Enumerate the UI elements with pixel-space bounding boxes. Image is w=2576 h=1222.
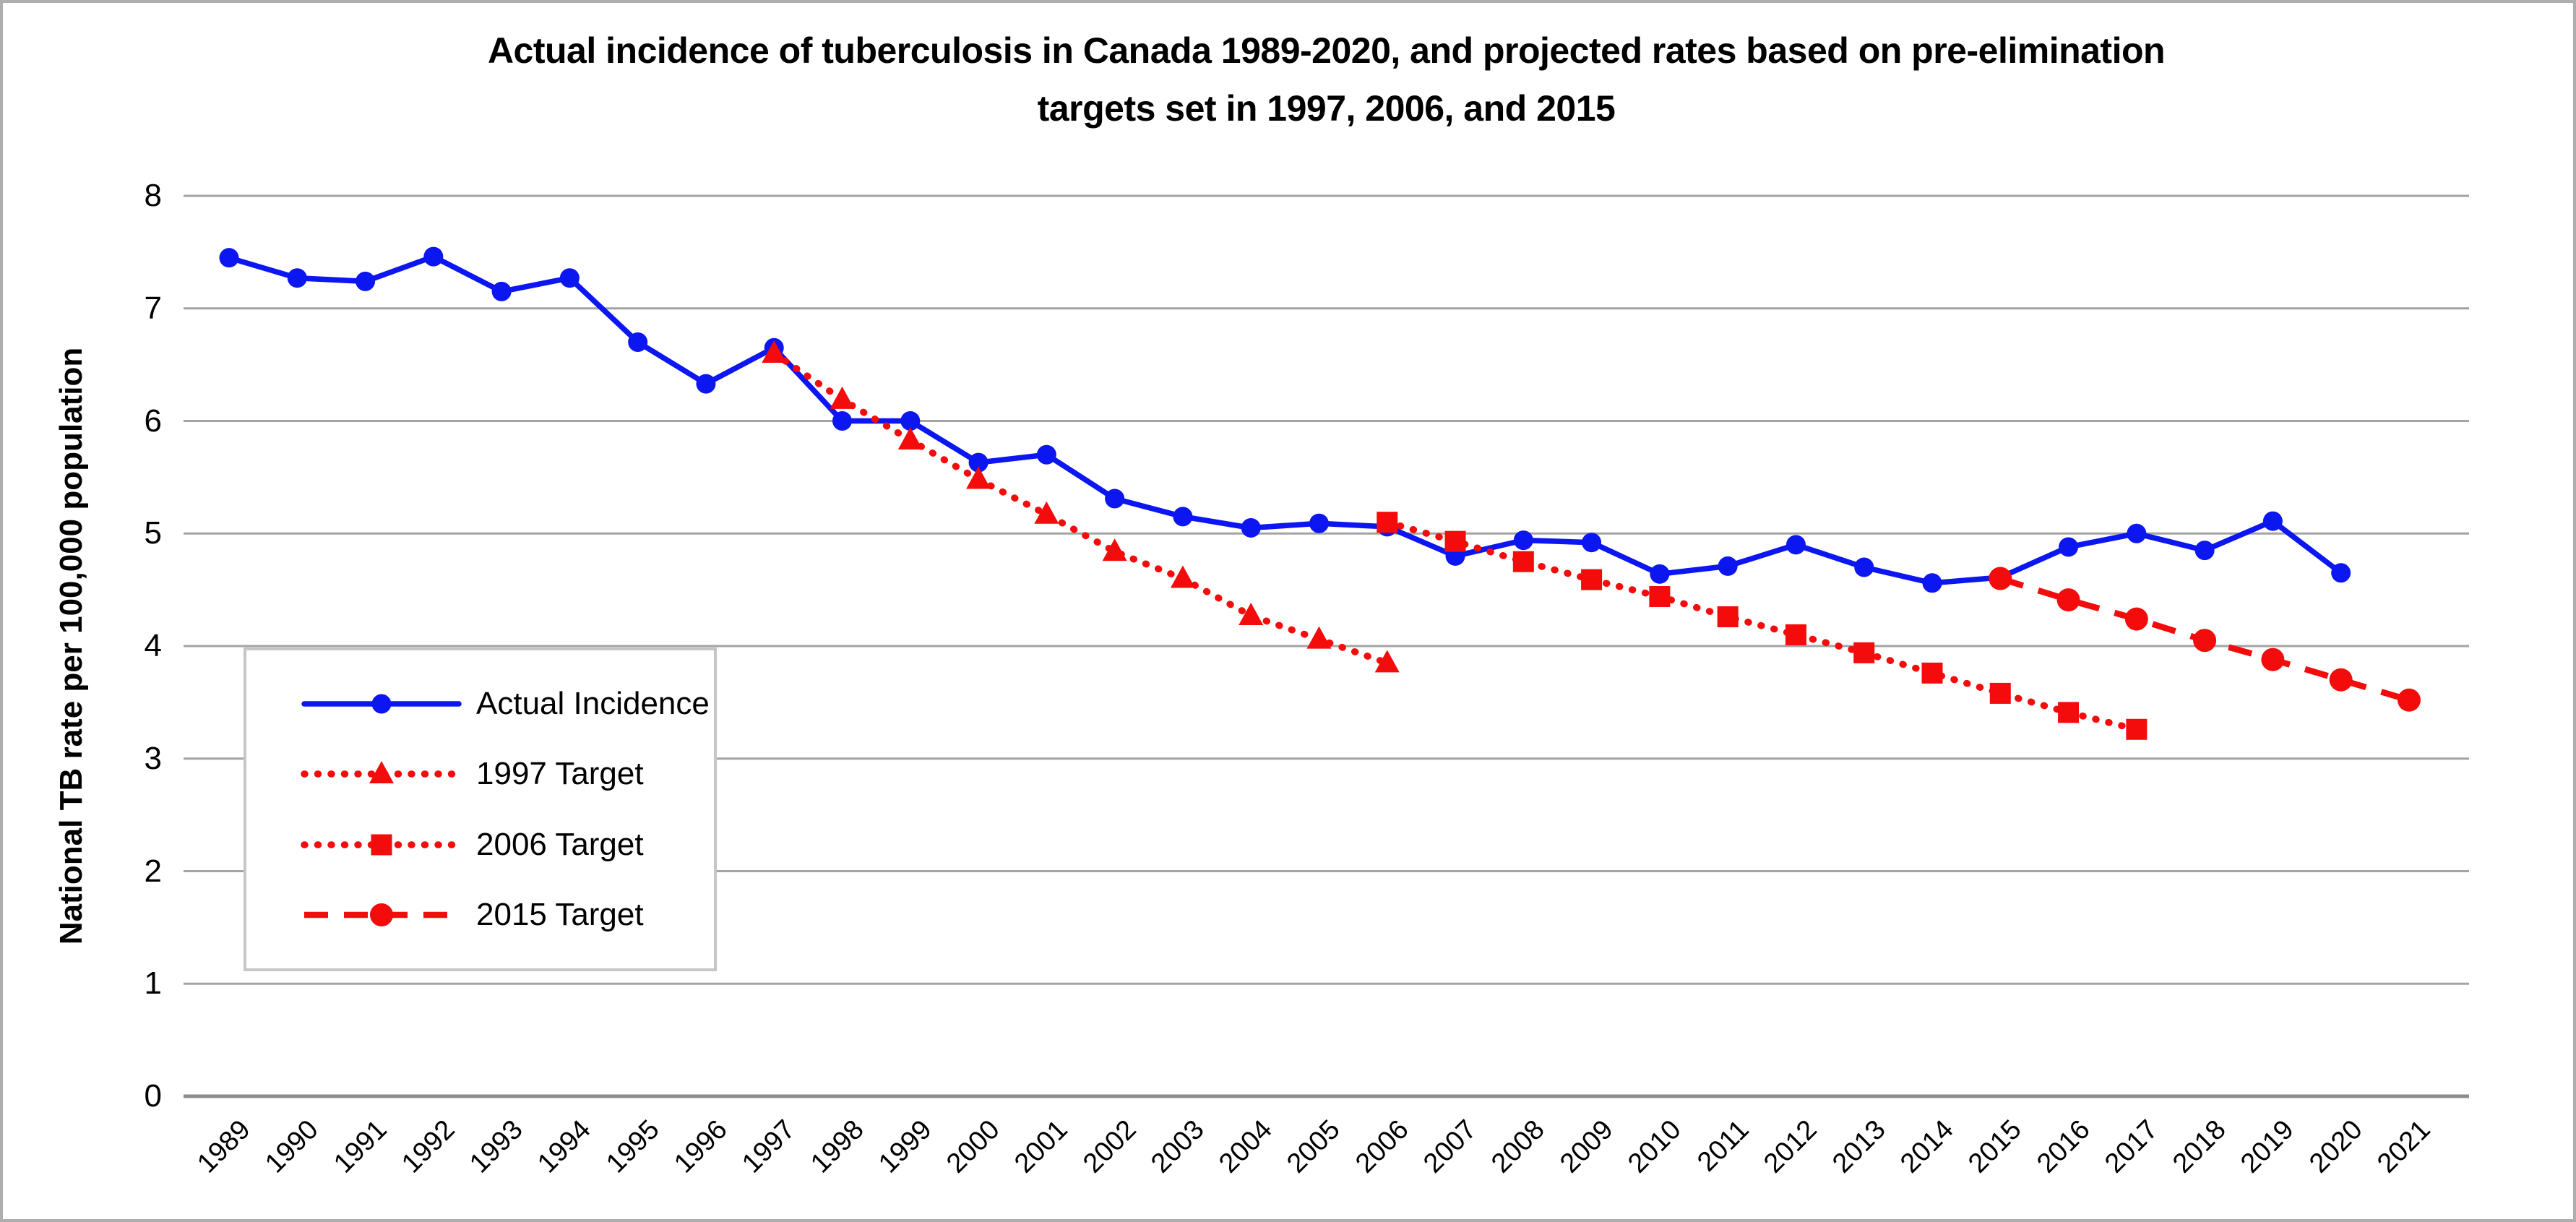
data-point-1997-target-1998 [830, 386, 855, 409]
data-point-1997-target-2004 [1239, 602, 1264, 625]
legend-item-actual-incidence: Actual Incidence [246, 682, 714, 726]
series-line-1997-target [770, 350, 1391, 667]
plot-area [184, 194, 2469, 1098]
data-point-actual-incidence-2000 [968, 452, 988, 473]
y-tick-label-7: 7 [144, 290, 162, 326]
series-line-2006-target [1384, 518, 2140, 733]
data-point-actual-incidence-1989 [219, 248, 239, 268]
data-point-1997-target-2001 [1034, 501, 1059, 524]
legend-glyph-actual-incidence [371, 694, 392, 714]
chart-title-line1: Actual incidence of tuberculosis in Cana… [487, 30, 2166, 71]
data-point-2006-target-2017 [2126, 718, 2148, 740]
data-point-actual-incidence-2009 [1582, 533, 1602, 553]
data-point-2006-target-2012 [1785, 624, 1806, 645]
chart-title-line2: targets set in 1997, 2006, and 2015 [1037, 88, 1616, 129]
data-point-actual-incidence-2018 [2194, 541, 2215, 561]
legend-label-actual-incidence: Actual Incidence [476, 685, 710, 721]
legend-item-2015-target: 2015 Target [246, 893, 714, 937]
y-tick-label-8: 8 [144, 178, 162, 213]
data-point-2006-target-2008 [1512, 551, 1534, 572]
legend-marker-2006-target [301, 834, 462, 856]
data-point-actual-incidence-2019 [2262, 511, 2283, 531]
legend-item-1997-target: 1997 Target [246, 752, 714, 796]
data-point-2006-target-2010 [1649, 585, 1671, 607]
data-point-actual-incidence-1996 [696, 374, 716, 394]
legend-marker-actual-incidence [301, 694, 462, 714]
data-point-1997-target-1997 [762, 340, 787, 363]
data-point-actual-incidence-1990 [287, 268, 307, 288]
data-point-actual-incidence-2020 [2331, 563, 2351, 583]
y-tick-label-6: 6 [144, 403, 162, 439]
data-point-actual-incidence-2012 [1785, 535, 1806, 555]
data-point-actual-incidence-2011 [1718, 556, 1738, 576]
data-point-2006-target-2009 [1581, 569, 1603, 590]
data-point-1997-target-2000 [966, 466, 991, 489]
data-point-actual-incidence-2013 [1854, 557, 1874, 577]
data-point-actual-incidence-2001 [1036, 444, 1056, 465]
y-tick-label-5: 5 [144, 515, 162, 551]
legend-label-2015-target: 2015 Target [476, 897, 644, 933]
y-tick-label-4: 4 [144, 628, 162, 663]
data-point-actual-incidence-2010 [1650, 564, 1670, 584]
data-point-2006-target-2011 [1717, 606, 1739, 628]
y-tick-label-0: 0 [144, 1078, 162, 1114]
data-point-2006-target-2006 [1377, 512, 1398, 533]
data-point-2006-target-2016 [2058, 702, 2080, 723]
data-point-1997-target-2002 [1102, 538, 1127, 561]
data-point-2006-target-2013 [1853, 642, 1875, 663]
legend-glyph-1997-target [369, 761, 394, 784]
data-point-actual-incidence-1999 [900, 411, 921, 431]
data-point-actual-incidence-1994 [559, 268, 580, 288]
data-point-actual-incidence-2014 [1922, 573, 1942, 593]
legend: Actual Incidence 1997 Target 2006 Target… [244, 647, 717, 971]
data-point-actual-incidence-1992 [423, 246, 444, 267]
y-tick-label-1: 1 [144, 965, 162, 1002]
legend-label-1997-target: 1997 Target [476, 756, 644, 792]
data-point-actual-incidence-1993 [491, 281, 512, 301]
legend-item-2006-target: 2006 Target [246, 823, 714, 866]
data-point-actual-incidence-2008 [1513, 530, 1533, 551]
data-point-2015-target-2019 [2261, 647, 2285, 671]
data-point-actual-incidence-2016 [2059, 537, 2079, 557]
y-tick-label-2: 2 [144, 853, 162, 889]
data-point-2015-target-2016 [2056, 588, 2080, 612]
legend-label-2006-target: 2006 Target [476, 826, 644, 862]
data-point-actual-incidence-2005 [1309, 513, 1329, 533]
legend-marker-2015-target [304, 903, 459, 927]
data-point-2006-target-2014 [1921, 662, 1943, 684]
data-point-2006-target-2007 [1444, 530, 1466, 552]
chart-title: Actual incidence of tuberculosis in Cana… [184, 22, 2469, 137]
data-point-actual-incidence-1991 [356, 271, 376, 291]
data-point-2015-target-2021 [2397, 688, 2421, 712]
data-point-actual-incidence-1998 [832, 411, 853, 431]
legend-glyph-2006-target [371, 834, 392, 856]
legend-marker-1997-target [301, 761, 462, 784]
legend-glyph-2015-target [370, 903, 393, 927]
data-point-actual-incidence-2002 [1105, 489, 1125, 509]
data-point-2015-target-2017 [2124, 607, 2148, 631]
data-point-actual-incidence-1995 [628, 332, 648, 352]
data-point-actual-incidence-2003 [1173, 507, 1193, 527]
data-point-2015-target-2020 [2329, 668, 2353, 692]
data-point-1997-target-1999 [897, 426, 923, 449]
data-point-1997-target-2006 [1374, 650, 1400, 673]
y-tick-label-3: 3 [144, 740, 162, 776]
data-point-1997-target-2003 [1170, 565, 1195, 588]
data-point-actual-incidence-2017 [2127, 523, 2147, 543]
data-point-2015-target-2018 [2193, 629, 2217, 653]
data-point-1997-target-2005 [1306, 626, 1332, 649]
data-point-2006-target-2015 [1989, 682, 2011, 704]
data-point-2015-target-2015 [1989, 567, 2012, 590]
data-point-actual-incidence-2004 [1241, 517, 1261, 538]
